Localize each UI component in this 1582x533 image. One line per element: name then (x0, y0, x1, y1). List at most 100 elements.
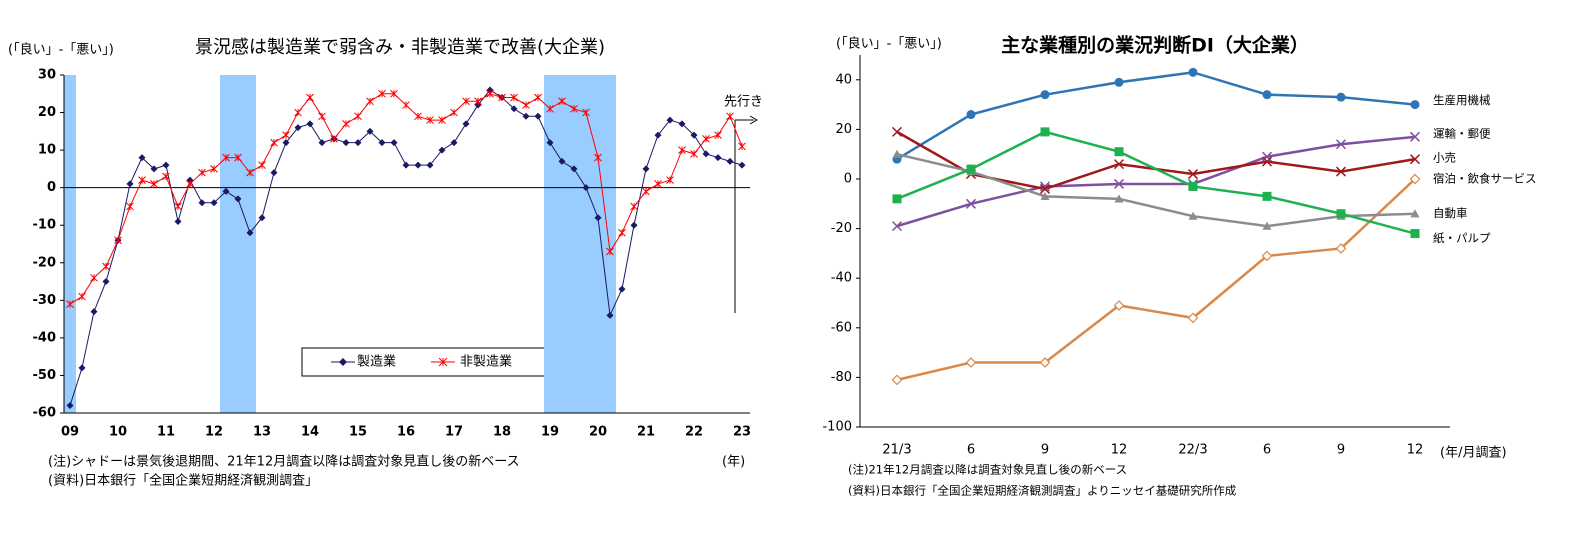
marker (1335, 139, 1347, 150)
marker (462, 97, 470, 106)
y-tick-label: 0 (47, 180, 56, 195)
marker (1410, 209, 1420, 218)
marker (618, 285, 626, 293)
marker (270, 169, 278, 177)
marker (1188, 67, 1198, 77)
marker (1410, 229, 1420, 239)
marker (222, 187, 230, 195)
marker (246, 168, 254, 177)
marker (306, 120, 314, 128)
y-tick-label: -20 (831, 221, 852, 236)
marker (714, 131, 722, 139)
marker (186, 180, 194, 188)
x-tick-label: 10 (109, 425, 127, 440)
marker (1114, 77, 1124, 87)
marker (642, 165, 650, 173)
marker (210, 199, 218, 207)
y-tick-label: -20 (33, 255, 57, 270)
marker (378, 139, 386, 147)
marker (558, 97, 566, 106)
note: (注)21年12月調査以降は調査対象見直し後の新ベース (848, 463, 1127, 477)
marker (90, 273, 98, 282)
marker (594, 214, 602, 222)
x-tick-label: 12 (1407, 443, 1424, 458)
y-tick-label: 20 (38, 105, 56, 120)
marker (138, 154, 146, 162)
marker (702, 150, 710, 158)
marker (1039, 357, 1051, 368)
marker (1261, 250, 1273, 262)
legend-label: 非製造業 (460, 354, 512, 370)
marker (1039, 181, 1051, 192)
x-tick-label: 16 (397, 425, 415, 440)
x-tick-label: 15 (349, 425, 367, 440)
marker (510, 93, 518, 102)
legend-label: 製造業 (357, 354, 396, 370)
y-tick-label: -10 (33, 218, 57, 233)
y-tick-label: -50 (33, 368, 57, 383)
marker (450, 139, 458, 147)
marker (738, 161, 746, 169)
marker (414, 161, 422, 169)
marker (1187, 169, 1199, 180)
x-tick-label: 11 (157, 425, 175, 440)
marker (1114, 147, 1124, 157)
marker (546, 139, 554, 147)
marker (162, 172, 170, 181)
marker (66, 401, 74, 409)
marker (630, 221, 638, 229)
marker (618, 228, 626, 237)
marker (690, 150, 698, 158)
marker (174, 202, 182, 211)
marker (1261, 156, 1273, 167)
marker (891, 126, 903, 137)
marker (522, 101, 530, 109)
marker (1409, 154, 1421, 165)
marker (1187, 312, 1199, 324)
x-tick-label: 13 (253, 425, 271, 440)
x-tick-label: 6 (967, 443, 975, 458)
marker (1040, 127, 1050, 137)
marker (606, 311, 614, 319)
x-axis-label: (年/月調査) (1440, 446, 1507, 461)
marker (138, 176, 146, 185)
y-tick-label: -60 (33, 406, 57, 421)
marker (198, 168, 206, 177)
marker (1409, 173, 1421, 185)
marker (570, 104, 578, 113)
series-label: 小売 (1433, 151, 1456, 165)
marker (318, 139, 326, 147)
marker (102, 278, 110, 286)
marker (1262, 221, 1272, 230)
marker (965, 198, 977, 209)
marker (1336, 92, 1346, 102)
marker (714, 154, 722, 162)
marker (318, 112, 326, 121)
series-line (69, 93, 743, 305)
series-label: 運輸・郵便 (1433, 126, 1491, 140)
marker (462, 120, 470, 128)
y-axis-label: (「良い」-「悪い」) (8, 42, 114, 58)
y-tick-label: -80 (831, 370, 852, 385)
y-axis-label: (「良い」-「悪い」) (836, 36, 942, 52)
marker (126, 180, 134, 188)
note: (注)シャドーは景気後退期間、21年12月調査以降は調査対象見直し後の新ベース (48, 454, 520, 470)
marker (438, 116, 446, 124)
marker (891, 374, 903, 386)
marker (666, 176, 674, 185)
marker (102, 262, 110, 271)
marker (198, 199, 206, 207)
source: (資料)日本銀行「全国企業短期経済観測調査」よりニッセイ基礎研究所作成 (848, 484, 1237, 498)
x-tick-label: 12 (1111, 443, 1128, 458)
marker (534, 112, 542, 120)
marker (966, 164, 976, 174)
marker (726, 112, 734, 121)
marker (892, 194, 902, 204)
x-tick-label: 14 (301, 425, 319, 440)
marker (402, 161, 410, 169)
marker (510, 105, 518, 113)
marker (1040, 90, 1050, 100)
marker (282, 131, 290, 139)
marker (390, 139, 398, 147)
marker (666, 116, 674, 124)
